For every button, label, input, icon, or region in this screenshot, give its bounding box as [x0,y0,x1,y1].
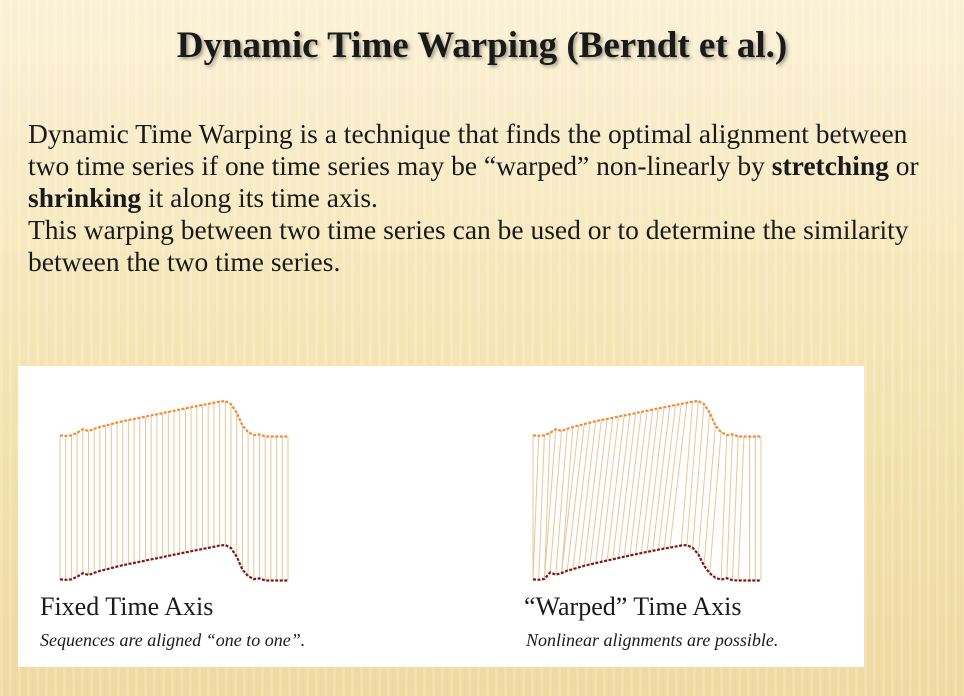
alignment-line [663,403,682,549]
alignment-line [543,432,551,580]
alignment-line [606,415,625,561]
dtw-illustration [59,399,762,582]
paragraph-definition-connector: or [888,150,919,181]
alignment-line [583,419,602,566]
alignment-line [566,424,585,571]
alignment-line [538,435,545,580]
warped-axis-caption: Nonlinear alignments are possible. [526,630,779,650]
alignment-line [623,411,642,557]
alignment-line [572,422,591,570]
alignment-line [737,436,745,581]
alignment-line [732,436,739,581]
alignment-line [635,409,654,555]
warped-axis-title: “Warped” Time Axis [524,592,742,621]
alignment-line [652,406,671,551]
alignment-line [640,408,659,554]
fixed-upper-series [59,399,288,438]
fixed-axis-diagram [59,399,289,582]
paragraph-definition-start: Dynamic Time Warping is a technique that… [28,118,908,181]
alignment-line [680,401,694,546]
alignment-line [726,434,733,579]
alignment-line [709,432,722,574]
slide-title: Dynamic Time Warping (Berndt et al.) [176,25,788,66]
alignment-line [697,412,711,555]
warped-upper-series [532,399,761,438]
alignment-line [549,430,562,573]
paragraph-definition-end: it along its time axis. [141,182,378,213]
fixed-alignment-lines [59,401,289,581]
alignment-line [561,425,580,574]
term-stretching: stretching [771,150,889,181]
alignment-line [589,418,608,565]
alignment-line [618,413,637,559]
warped-alignment-lines [532,400,762,581]
alignment-line [600,416,619,562]
alignment-line [532,435,540,580]
alignment-line [669,402,688,548]
alignment-line [657,404,676,550]
alignment-line [612,414,631,560]
fixed-lower-series [59,543,288,582]
warped-axis-diagram [532,399,762,582]
alignment-line [595,417,614,564]
alignment-line [692,404,705,548]
alignment-line [629,410,648,556]
alignment-line [561,426,574,574]
alignment-line [543,429,557,580]
alignment-line [555,428,568,575]
alignment-line [703,425,716,566]
alignment-line [646,407,665,552]
body-text: Dynamic Time Warping is a technique that… [28,118,948,278]
term-shrinking: shrinking [28,182,142,213]
alignment-line [686,400,699,546]
paragraph-usage: This warping between two time series can… [28,214,909,277]
fixed-axis-caption: Sequences are aligned “one to one”. [40,630,306,650]
paragraph-definition: Dynamic Time Warping is a technique that… [28,118,948,214]
alignment-line [578,421,597,568]
figure-panel: Fixed Time Axis Sequences are aligned “o… [18,366,864,667]
alignment-line [720,435,728,580]
warped-lower-series [532,544,761,582]
fixed-axis-title: Fixed Time Axis [40,592,214,621]
